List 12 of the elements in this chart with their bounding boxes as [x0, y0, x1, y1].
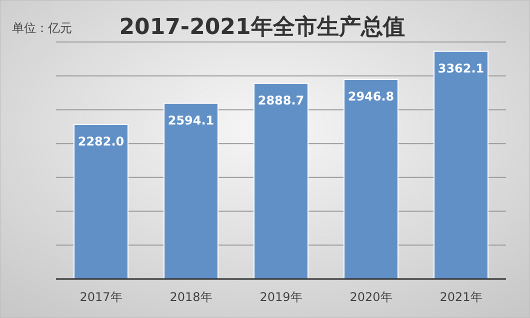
x-tick-label: 2017年	[80, 290, 122, 304]
data-label: 2282.0	[78, 134, 124, 148]
text: 单位：亿元	[12, 21, 72, 35]
x-tick-label: 2020年	[350, 290, 392, 304]
x-tick-label: 2021年	[440, 290, 482, 304]
x-tick-label: 2019年	[260, 290, 302, 304]
data-label: 2594.1	[168, 113, 214, 128]
data-label: 2946.8	[348, 89, 394, 104]
data-label: 2888.7	[258, 93, 304, 108]
chart-title: 2017-2021年全市生产总值	[119, 14, 405, 40]
x-tick-label: 2018年	[170, 290, 212, 304]
data-label: 3362.1	[438, 61, 484, 76]
